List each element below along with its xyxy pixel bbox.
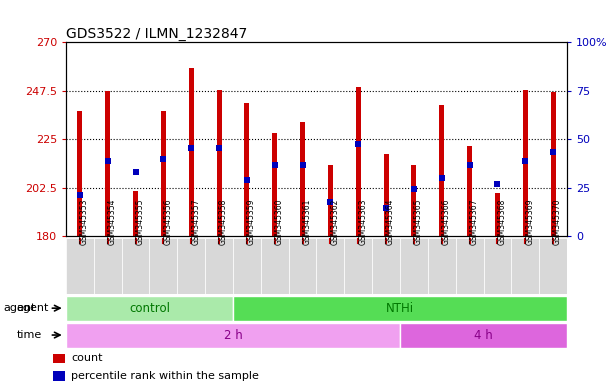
Bar: [53, 371, 65, 381]
Text: GSM345363: GSM345363: [358, 198, 367, 245]
Bar: [300, 122, 305, 236]
Bar: [523, 89, 528, 236]
Text: GSM345360: GSM345360: [275, 198, 284, 245]
Text: GSM345364: GSM345364: [386, 198, 395, 245]
Bar: [439, 105, 444, 236]
Text: GSM345361: GSM345361: [302, 199, 312, 245]
Bar: [495, 193, 500, 236]
Bar: [122, 238, 150, 294]
Bar: [345, 238, 372, 294]
Text: GSM345367: GSM345367: [470, 198, 478, 245]
Text: GSM345358: GSM345358: [219, 199, 228, 245]
Text: GSM345357: GSM345357: [191, 198, 200, 245]
Bar: [233, 296, 567, 321]
Bar: [189, 68, 194, 236]
Bar: [551, 92, 555, 236]
Bar: [216, 89, 222, 236]
Text: time: time: [16, 330, 42, 340]
Bar: [78, 111, 82, 236]
Bar: [66, 323, 400, 348]
Text: GSM345356: GSM345356: [163, 198, 172, 245]
Text: agent: agent: [16, 303, 49, 313]
Bar: [400, 238, 428, 294]
Bar: [261, 238, 288, 294]
Bar: [177, 238, 205, 294]
Bar: [456, 238, 483, 294]
Bar: [539, 238, 567, 294]
Bar: [233, 238, 261, 294]
Bar: [94, 238, 122, 294]
Text: GSM345362: GSM345362: [331, 199, 340, 245]
Bar: [161, 111, 166, 236]
Text: control: control: [129, 302, 170, 314]
Bar: [244, 103, 249, 236]
Text: GSM345368: GSM345368: [497, 199, 507, 245]
Bar: [372, 238, 400, 294]
Bar: [273, 133, 277, 236]
Text: GSM345366: GSM345366: [442, 198, 451, 245]
Bar: [150, 238, 177, 294]
Text: 4 h: 4 h: [474, 329, 493, 341]
Text: 2 h: 2 h: [224, 329, 243, 341]
Bar: [105, 91, 110, 236]
Text: GSM345355: GSM345355: [136, 198, 145, 245]
Text: NTHi: NTHi: [386, 302, 414, 314]
Bar: [316, 238, 345, 294]
Bar: [288, 238, 316, 294]
Bar: [411, 165, 417, 236]
Text: GSM345365: GSM345365: [414, 198, 423, 245]
Bar: [66, 238, 94, 294]
Text: GDS3522 / ILMN_1232847: GDS3522 / ILMN_1232847: [66, 27, 247, 41]
Bar: [328, 165, 333, 236]
Bar: [511, 238, 539, 294]
Bar: [400, 323, 567, 348]
Text: count: count: [71, 353, 103, 363]
Bar: [205, 238, 233, 294]
Text: GSM345359: GSM345359: [247, 198, 256, 245]
Text: GSM345353: GSM345353: [80, 198, 89, 245]
Bar: [483, 238, 511, 294]
Bar: [428, 238, 456, 294]
Bar: [133, 191, 138, 236]
Text: GSM345354: GSM345354: [108, 198, 117, 245]
Bar: [467, 146, 472, 236]
Text: agent: agent: [3, 303, 35, 313]
Text: GSM345369: GSM345369: [525, 198, 534, 245]
Text: GSM345370: GSM345370: [553, 198, 562, 245]
Bar: [66, 296, 233, 321]
Bar: [356, 88, 360, 236]
Text: percentile rank within the sample: percentile rank within the sample: [71, 371, 258, 381]
Bar: [384, 154, 389, 236]
Bar: [53, 354, 65, 363]
